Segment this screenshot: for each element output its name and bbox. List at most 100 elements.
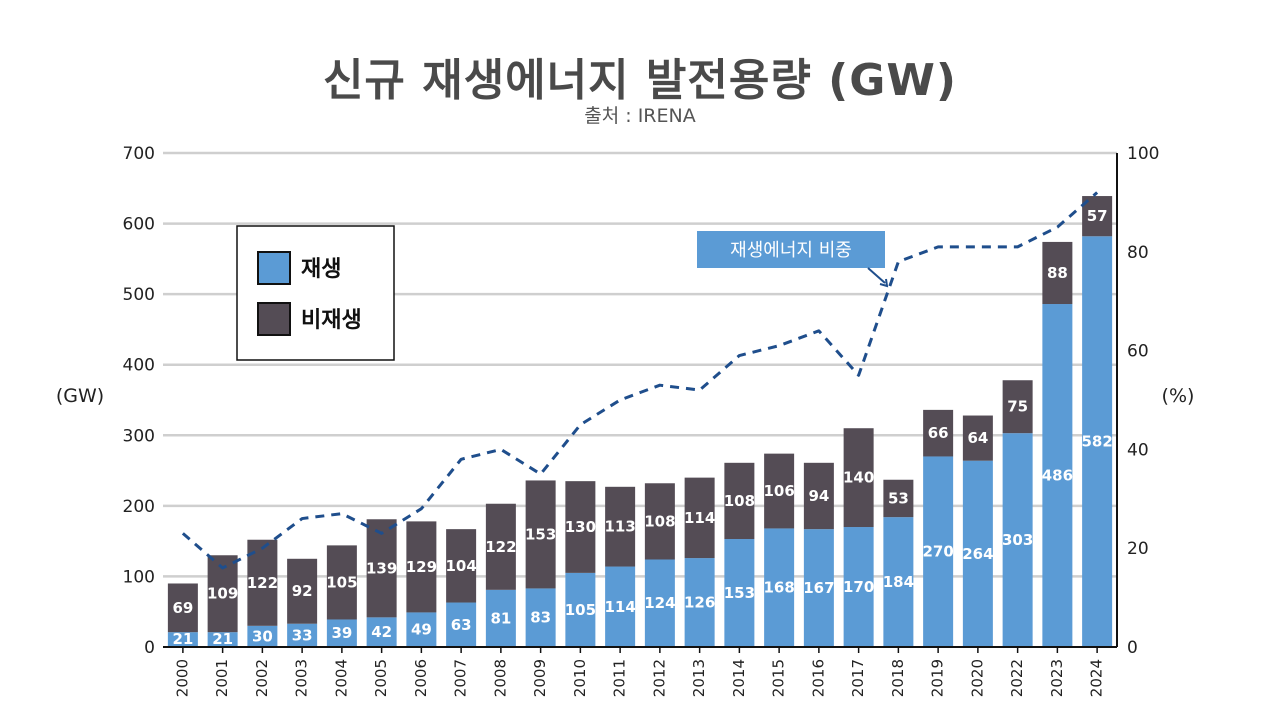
bar-non-renewable xyxy=(684,477,715,559)
bar-label-non-renewable: 94 xyxy=(808,487,829,505)
x-tick-label: 2002 xyxy=(253,659,271,697)
bar-renewable xyxy=(247,625,278,647)
bar-non-renewable xyxy=(485,503,516,590)
bar-renewable xyxy=(923,456,954,647)
bar-label-non-renewable: 153 xyxy=(525,525,556,543)
bar-renewable xyxy=(1002,433,1033,647)
x-tick-label: 2016 xyxy=(809,659,827,697)
bar-label-non-renewable: 75 xyxy=(1007,398,1028,416)
bar-label-non-renewable: 113 xyxy=(604,518,635,536)
bar-renewable xyxy=(1082,236,1113,647)
bar-label-renewable: 49 xyxy=(411,621,432,639)
bar-renewable xyxy=(406,612,437,647)
bar-label-non-renewable: 108 xyxy=(644,512,675,530)
bar-label-renewable: 124 xyxy=(644,594,675,612)
bar-label-renewable: 486 xyxy=(1042,467,1073,485)
bar-label-renewable: 21 xyxy=(172,630,193,648)
bar-renewable xyxy=(287,623,318,647)
x-tick-label: 2008 xyxy=(491,659,509,697)
bar-non-renewable xyxy=(366,519,397,618)
y-tick-label-left: 400 xyxy=(123,356,155,376)
bar-label-renewable: 270 xyxy=(922,543,953,561)
bar-non-renewable xyxy=(1002,380,1033,434)
bar-renewable xyxy=(167,632,198,647)
x-tick-label: 2001 xyxy=(213,659,231,697)
y-tick-label-right: 40 xyxy=(1127,440,1149,460)
x-tick-label: 2012 xyxy=(650,659,668,697)
bar-non-renewable xyxy=(644,483,675,560)
x-tick-label: 2024 xyxy=(1088,659,1106,697)
bar-non-renewable xyxy=(764,453,795,529)
bar-non-renewable xyxy=(565,481,596,573)
legend-label-renewable: 재생 xyxy=(301,257,341,282)
x-tick-label: 2014 xyxy=(730,659,748,697)
bar-label-renewable: 168 xyxy=(763,579,794,597)
share-line-callout: 재생에너지 비중 xyxy=(697,231,889,288)
bar-label-renewable: 105 xyxy=(565,601,596,619)
bar-label-renewable: 264 xyxy=(962,545,993,563)
bar-label-renewable: 39 xyxy=(331,624,352,642)
bar-renewable xyxy=(485,589,516,647)
x-tick-label: 2018 xyxy=(889,659,907,697)
bar-label-renewable: 114 xyxy=(604,598,635,616)
x-tick-label: 2011 xyxy=(611,659,629,697)
legend-box xyxy=(236,225,395,361)
bar-non-renewable xyxy=(605,486,636,567)
bar-label-non-renewable: 53 xyxy=(888,489,909,507)
bar-label-renewable: 63 xyxy=(451,616,472,634)
y-axis-unit-left: (GW) xyxy=(56,385,104,407)
bar-renewable xyxy=(446,602,477,647)
bar-renewable xyxy=(843,527,874,647)
bar-renewable xyxy=(883,517,914,647)
bar-non-renewable xyxy=(923,409,954,457)
x-tick-label: 2004 xyxy=(332,659,350,697)
legend-swatch-renewable xyxy=(257,251,291,285)
bar-renewable xyxy=(684,558,715,647)
x-tick-label: 2017 xyxy=(849,659,867,697)
bar-renewable xyxy=(207,632,238,647)
x-tick-label: 2022 xyxy=(1008,659,1026,697)
legend-label-non-renewable: 비재생 xyxy=(301,308,362,333)
share-line-path xyxy=(181,191,1099,570)
bar-label-non-renewable: 129 xyxy=(406,558,437,576)
x-tick-label: 2020 xyxy=(968,659,986,697)
x-tick-label: 2013 xyxy=(690,659,708,697)
x-tick-label: 2000 xyxy=(173,659,191,697)
bar-renewable xyxy=(525,588,556,647)
y-tick-label-left: 300 xyxy=(123,426,155,446)
y-tick-label-right: 0 xyxy=(1127,638,1138,658)
bar-label-non-renewable: 108 xyxy=(724,492,755,510)
x-tick-label: 2009 xyxy=(531,659,549,697)
bar-non-renewable xyxy=(803,462,834,530)
bar-non-renewable xyxy=(326,545,357,620)
bar-label-non-renewable: 69 xyxy=(172,599,193,617)
y-tick-label-left: 600 xyxy=(123,215,155,235)
bar-label-non-renewable: 130 xyxy=(565,518,596,536)
bar-renewable xyxy=(803,529,834,647)
x-tick-label: 2003 xyxy=(293,659,311,697)
bar-label-non-renewable: 92 xyxy=(292,582,313,600)
bar-label-non-renewable: 140 xyxy=(843,469,874,487)
bar-labels: 21 69 21 109 30 122 33 92 39 105 42 139 49 129 63 104 81… xyxy=(172,207,1112,648)
bar-non-renewable xyxy=(1042,241,1073,305)
bar-label-renewable: 42 xyxy=(371,623,392,641)
legend: 재생 비재생 xyxy=(236,225,395,361)
x-tick-label: 2019 xyxy=(929,659,947,697)
bar-label-renewable: 167 xyxy=(803,579,834,597)
bar-non-renewable xyxy=(883,479,914,518)
bar-renewable xyxy=(605,566,636,647)
bar-renewable xyxy=(644,559,675,647)
chart-source: 출처 : IRENA xyxy=(584,105,696,127)
y-tick-label-right: 80 xyxy=(1127,243,1149,263)
bar-label-renewable: 33 xyxy=(292,626,313,644)
share-line xyxy=(181,191,1099,570)
bar-renewable xyxy=(962,460,993,647)
bar-non-renewable xyxy=(406,521,437,613)
y-tick-label-left: 100 xyxy=(123,567,155,587)
bar-label-renewable: 303 xyxy=(1002,531,1033,549)
bar-renewable xyxy=(565,572,596,647)
x-tick-label: 2023 xyxy=(1048,659,1066,697)
bar-label-renewable: 153 xyxy=(724,584,755,602)
bar-label-non-renewable: 104 xyxy=(445,557,476,575)
